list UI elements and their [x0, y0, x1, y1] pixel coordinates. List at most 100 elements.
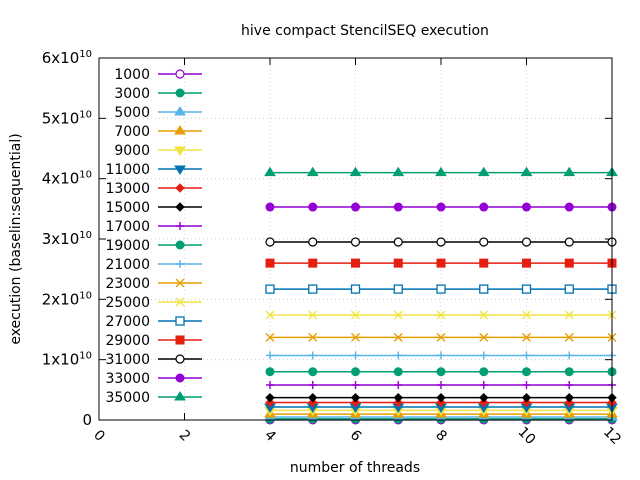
legend-label: 25000: [105, 295, 150, 311]
data-point: [479, 237, 489, 247]
data-point: [265, 397, 275, 408]
data-point: [436, 397, 446, 408]
data-point: [174, 165, 186, 175]
data-point: [351, 258, 360, 268]
data-point: [265, 332, 275, 342]
data-point: [393, 310, 403, 320]
series-15000: [265, 392, 617, 403]
data-point: [308, 367, 318, 377]
data-point: [308, 332, 318, 342]
legend-entry: 31000: [105, 352, 202, 368]
legend-entry: 9000: [114, 143, 202, 159]
legend-label: 11000: [105, 162, 150, 178]
data-point: [436, 284, 446, 294]
data-point: [393, 258, 403, 268]
data-point: [394, 351, 403, 360]
data-point: [308, 202, 318, 212]
data-point: [479, 258, 489, 268]
series-21000: [266, 351, 616, 360]
data-point: [392, 166, 405, 177]
legend-entry: 19000: [105, 238, 202, 254]
legend-label: 9000: [114, 143, 150, 159]
data-point: [308, 258, 318, 268]
y-tick-label: 2x1010: [42, 290, 92, 308]
legend-entry: 3000: [114, 86, 202, 102]
x-tick-label: 10: [515, 424, 539, 448]
data-point: [308, 351, 317, 360]
legend-label: 19000: [105, 238, 150, 254]
data-point: [351, 332, 360, 342]
legend-entry: 7000: [114, 124, 202, 140]
series-17000: [266, 381, 616, 390]
legend-entry: 27000: [105, 314, 202, 330]
data-point: [350, 397, 361, 408]
data-point: [522, 202, 531, 212]
data-point: [522, 381, 531, 390]
y-tick-label: 4x1010: [42, 170, 92, 188]
data-point: [350, 392, 361, 403]
data-point: [265, 284, 275, 294]
data-point: [522, 351, 531, 360]
legend-label: 27000: [105, 314, 150, 330]
x-tick-label: 6: [347, 427, 365, 445]
data-point: [479, 351, 488, 360]
data-point: [564, 367, 574, 377]
x-axis-label: number of threads: [290, 460, 420, 476]
legend-label: 1000: [114, 67, 150, 83]
data-point: [435, 166, 447, 177]
x-tick-label: 8: [432, 427, 450, 445]
data-point: [351, 310, 360, 320]
data-point: [308, 310, 318, 320]
legend-label: 21000: [105, 257, 150, 273]
data-point: [174, 125, 186, 135]
data-point: [563, 166, 576, 177]
data-point: [266, 381, 274, 390]
legend-label: 29000: [105, 333, 150, 349]
series-23000: [265, 332, 617, 342]
data-point: [565, 351, 574, 360]
y-tick-label: 6x1010: [42, 49, 92, 67]
legend-entry: 35000: [105, 390, 202, 406]
data-point: [176, 260, 184, 268]
data-point: [564, 392, 574, 403]
series-33000: [265, 202, 617, 212]
data-point: [393, 202, 403, 212]
y-tick-label: 0: [82, 411, 92, 429]
y-axis-label: execution (baselin:sequential): [8, 133, 24, 344]
legend-entry: 11000: [105, 162, 202, 178]
data-point: [175, 183, 185, 193]
data-point: [479, 367, 489, 377]
data-point: [349, 166, 362, 177]
legend-entry: 29000: [105, 333, 202, 349]
data-point: [306, 166, 319, 177]
data-point: [175, 69, 185, 79]
data-point: [175, 354, 185, 364]
data-point: [308, 381, 317, 390]
data-point: [522, 258, 531, 268]
data-point: [564, 258, 574, 268]
series-19000: [265, 367, 617, 377]
data-point: [394, 381, 403, 390]
legend-label: 23000: [105, 276, 150, 292]
data-point: [521, 284, 532, 294]
data-point: [174, 146, 186, 156]
y-axis-ticks: 0 1x1010 2x1010 3x1010 4x1010 5x1010 6x1010: [42, 49, 612, 429]
series-31000: [265, 237, 617, 247]
legend-label: 35000: [105, 390, 150, 406]
data-point: [265, 202, 275, 212]
legend-label: 15000: [105, 200, 150, 216]
legend-entry: 1000: [114, 67, 202, 83]
data-point: [565, 381, 574, 390]
y-tick-label: 1x1010: [42, 351, 92, 369]
legend-label: 33000: [105, 371, 150, 387]
legend-entry: 5000: [114, 105, 202, 121]
series-group: [264, 166, 618, 425]
data-point: [350, 284, 361, 294]
data-point: [436, 237, 446, 247]
series-35000: [264, 166, 618, 177]
series-27000: [265, 284, 617, 294]
data-point: [308, 237, 318, 247]
data-point: [393, 284, 403, 294]
data-point: [351, 367, 360, 377]
